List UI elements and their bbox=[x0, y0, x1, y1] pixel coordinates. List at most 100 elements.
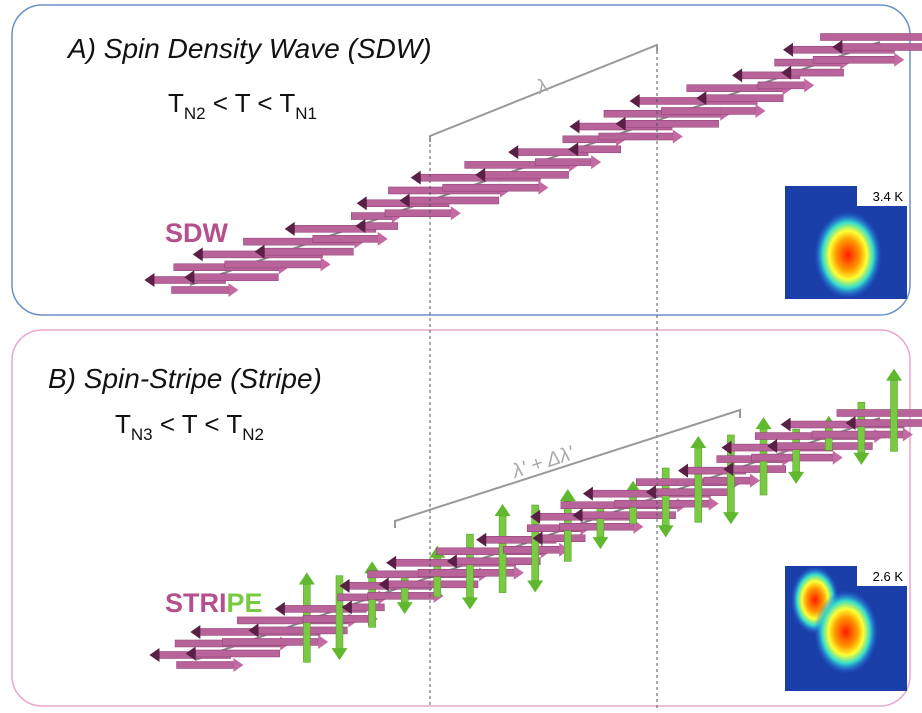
panel-a-title: A) Spin Density Wave (SDW) bbox=[66, 33, 432, 64]
stripe-green: PE bbox=[227, 588, 263, 618]
green-spin-head bbox=[396, 602, 413, 615]
green-spin-head bbox=[886, 368, 902, 381]
spin-head bbox=[274, 601, 285, 616]
green-spin-head bbox=[494, 503, 511, 516]
spin-bar bbox=[655, 488, 733, 496]
spin-bar bbox=[224, 260, 321, 269]
spin-head bbox=[781, 65, 792, 80]
peak bbox=[814, 590, 878, 674]
green-spin-bar bbox=[400, 575, 409, 603]
panel-b-title: B) Spin-Stripe (Stripe) bbox=[48, 363, 322, 394]
green-spin-head bbox=[331, 648, 348, 661]
spin-head bbox=[341, 600, 352, 615]
spin-bar bbox=[582, 511, 676, 519]
wavelength-label: λ' + Δλ' bbox=[509, 442, 578, 483]
spin-head bbox=[377, 231, 388, 246]
spin-bar bbox=[484, 171, 569, 179]
spin-bar bbox=[365, 222, 399, 230]
spin-head bbox=[532, 531, 543, 546]
spin-bar bbox=[264, 247, 354, 256]
t: T bbox=[168, 88, 184, 118]
spin-head bbox=[356, 196, 367, 211]
spin-bar bbox=[706, 94, 784, 102]
spin-head bbox=[320, 257, 331, 272]
spin-head bbox=[318, 634, 329, 649]
spin-head bbox=[399, 193, 410, 208]
spin-bar bbox=[836, 409, 922, 417]
spin-bar bbox=[456, 557, 541, 566]
green-spin-bar bbox=[531, 504, 539, 581]
stripe-label: STRIPE bbox=[165, 588, 263, 618]
spin-head bbox=[192, 247, 203, 262]
inset-label-bg bbox=[857, 186, 907, 206]
spin-head bbox=[513, 565, 524, 580]
spin-head bbox=[410, 170, 421, 185]
green-spin-bar bbox=[890, 380, 898, 452]
spin-head bbox=[568, 142, 579, 157]
green-spin-head bbox=[690, 436, 707, 449]
green-spin-head bbox=[657, 525, 674, 538]
green-spin-head bbox=[298, 572, 315, 585]
green-spin-head bbox=[559, 489, 576, 502]
spin-bar bbox=[195, 649, 280, 658]
spin-head bbox=[475, 167, 486, 182]
subscript: N1 bbox=[295, 104, 317, 123]
spin-head bbox=[582, 486, 593, 501]
spin-head bbox=[696, 91, 707, 106]
spin-head bbox=[832, 450, 843, 465]
spin-head bbox=[538, 180, 549, 195]
spin-head bbox=[832, 40, 843, 54]
spin-head bbox=[721, 440, 732, 455]
spin-head bbox=[378, 577, 389, 592]
subscript: N2 bbox=[242, 425, 264, 444]
spin-bar bbox=[542, 534, 586, 542]
spin-bar bbox=[351, 603, 385, 612]
spin-head bbox=[248, 623, 259, 638]
spin-head bbox=[732, 68, 743, 83]
spin-bar bbox=[171, 286, 229, 294]
spin-bar bbox=[258, 626, 348, 635]
spin-head bbox=[572, 508, 583, 523]
spin-head bbox=[355, 219, 366, 234]
spin-head bbox=[386, 555, 397, 570]
spin-head bbox=[591, 155, 602, 170]
spin-bar bbox=[388, 580, 479, 589]
spin-bar bbox=[409, 196, 500, 205]
green-spin-head bbox=[853, 452, 870, 465]
spin-bar bbox=[812, 56, 895, 64]
green-spin-head bbox=[527, 580, 544, 593]
panel-a bbox=[11, 4, 911, 316]
t: T bbox=[115, 409, 131, 439]
spin-bar bbox=[442, 183, 539, 192]
spin-bar bbox=[811, 430, 904, 439]
green-spin-bar bbox=[368, 573, 376, 628]
spin-head bbox=[782, 42, 793, 57]
inset-b: 2.6 K bbox=[785, 566, 907, 691]
spin-head bbox=[804, 78, 815, 93]
panel-b bbox=[11, 329, 911, 707]
spin-bar bbox=[502, 546, 560, 554]
spin-drawing bbox=[144, 33, 922, 672]
wavelength-bracket bbox=[429, 43, 658, 142]
inequality: < T < T bbox=[206, 88, 296, 118]
spin-head bbox=[446, 554, 457, 569]
spin-head bbox=[677, 463, 688, 478]
spin-bar bbox=[733, 465, 786, 473]
green-spin-bar bbox=[564, 500, 572, 562]
sdw-label: SDW bbox=[165, 218, 229, 248]
spin-head bbox=[149, 648, 160, 662]
condition: TN2 < T < TN1 bbox=[168, 88, 317, 123]
green-spin-head bbox=[461, 597, 478, 610]
spin-bar bbox=[577, 145, 622, 154]
spin-head bbox=[750, 473, 761, 488]
spin-head bbox=[902, 427, 913, 442]
spin-head bbox=[450, 206, 461, 221]
spin-head bbox=[190, 624, 201, 639]
green-spin-bar bbox=[661, 467, 670, 526]
green-spin-bar bbox=[466, 533, 474, 598]
spin-head bbox=[723, 462, 734, 477]
condition: TN3 < T < TN2 bbox=[115, 409, 264, 444]
spin-head bbox=[185, 646, 196, 661]
spin-bar bbox=[176, 661, 234, 669]
spin-bar bbox=[703, 476, 751, 485]
